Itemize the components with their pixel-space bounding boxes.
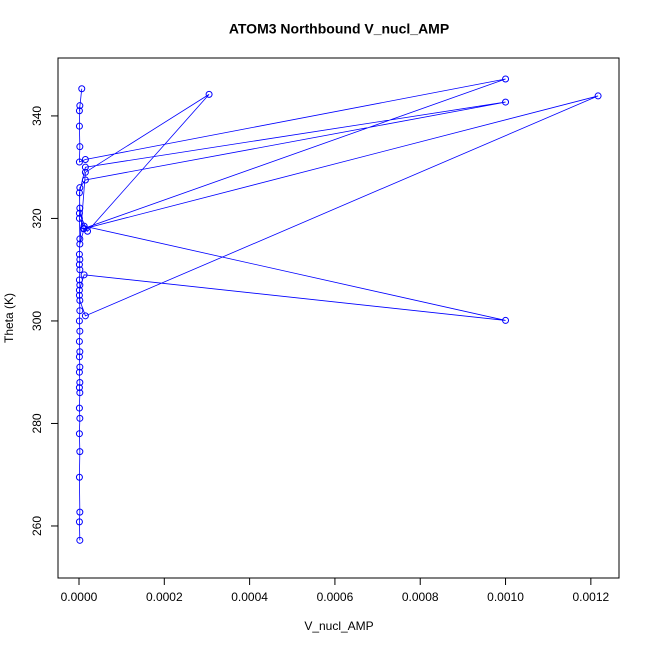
data-point	[76, 508, 84, 516]
data-point	[76, 296, 84, 304]
data-point	[75, 291, 83, 299]
y-tick-label: 320	[30, 208, 44, 228]
x-tick-label: 0.0008	[402, 590, 439, 604]
data-point	[76, 240, 84, 248]
data-point	[594, 92, 602, 100]
data-point	[76, 327, 84, 335]
x-tick-label: 0.0002	[146, 590, 183, 604]
x-tick-label: 0.0010	[487, 590, 524, 604]
data-point	[76, 184, 84, 192]
data-point	[502, 316, 510, 324]
x-axis-label: V_nucl_AMP	[304, 619, 373, 633]
data-point	[76, 448, 84, 456]
data-point	[75, 353, 83, 361]
data-point	[75, 107, 83, 115]
x-tick-label: 0.0000	[61, 590, 98, 604]
data-point	[75, 286, 83, 294]
data-point	[75, 473, 83, 481]
data-point	[75, 337, 83, 345]
data-point	[76, 389, 84, 397]
data-point	[76, 143, 84, 151]
data-point	[75, 384, 83, 392]
data-point	[75, 122, 83, 130]
data-point	[78, 85, 86, 93]
data-point	[80, 271, 88, 279]
data-point	[81, 176, 89, 184]
data-point	[76, 255, 84, 263]
data-point	[76, 266, 84, 274]
x-tick-label: 0.0004	[231, 590, 268, 604]
data-point	[75, 368, 83, 376]
data-point	[81, 168, 89, 176]
data-point	[75, 518, 83, 526]
data-point	[75, 250, 83, 258]
data-point	[76, 102, 84, 110]
data-point	[80, 222, 88, 230]
data-point	[75, 189, 83, 197]
data-point	[81, 155, 89, 163]
data-point	[81, 312, 89, 320]
data-point	[75, 214, 83, 222]
y-tick-label: 260	[30, 516, 44, 536]
data-point	[76, 204, 84, 212]
data-point	[502, 75, 510, 83]
data-point	[76, 536, 84, 544]
y-tick-label: 340	[30, 106, 44, 126]
data-point	[75, 261, 83, 269]
data-point	[75, 209, 83, 217]
data-point	[76, 378, 84, 386]
data-point	[76, 281, 84, 289]
x-tick-label: 0.0006	[317, 590, 354, 604]
y-tick-label: 300	[30, 311, 44, 331]
data-point	[76, 348, 84, 356]
data-point	[76, 414, 84, 422]
data-point	[75, 158, 83, 166]
data-point	[205, 90, 213, 98]
data-point	[75, 276, 83, 284]
y-axis-label: Theta (K)	[2, 293, 16, 343]
data-point	[76, 307, 84, 315]
data-point	[76, 235, 84, 243]
plot-frame	[57, 57, 620, 579]
y-tick-label: 280	[30, 413, 44, 433]
data-point	[84, 227, 92, 235]
data-point	[75, 317, 83, 325]
data-point	[75, 430, 83, 438]
data-point	[502, 98, 510, 106]
data-point	[75, 404, 83, 412]
data-point	[76, 363, 84, 371]
data-point	[81, 163, 89, 171]
chart-title: ATOM3 Northbound V_nucl_AMP	[229, 21, 449, 37]
series-line	[78, 78, 599, 541]
x-tick-label: 0.0012	[572, 590, 609, 604]
